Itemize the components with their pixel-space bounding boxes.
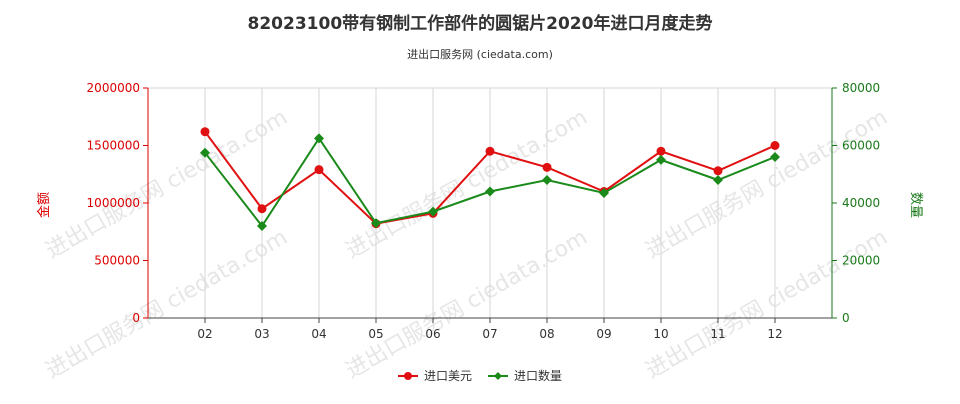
data-point-diamond: [713, 175, 723, 185]
data-point-diamond: [428, 206, 438, 217]
data-point-circle: [485, 146, 495, 156]
y-right-tick-label: 40000: [842, 196, 880, 210]
x-tick-label: 10: [653, 327, 668, 341]
y-right-tick-label: 80000: [842, 81, 880, 95]
legend-marker-circle: [404, 372, 412, 380]
y-right-tick-label: 0: [842, 311, 850, 325]
legend-label: 进口数量: [514, 368, 562, 383]
x-tick-label: 11: [710, 327, 725, 341]
legend: 进口美元 进口数量: [398, 368, 562, 383]
legend-marker-diamond: [494, 372, 502, 380]
data-point-diamond: [485, 186, 495, 197]
y-left-tick-label: 500000: [94, 254, 140, 268]
data-point-circle: [314, 165, 324, 175]
x-tick-label: 08: [539, 327, 554, 341]
data-point-diamond: [257, 221, 267, 231]
y-left-tick-label: 1500000: [87, 139, 140, 153]
legend-label: 进口美元: [424, 369, 472, 383]
series-layer: [200, 127, 780, 231]
watermark-layer: 进出口服务网 ciedata.com 进出口服务网 ciedata.com 进出口服…: [42, 105, 892, 384]
x-tick-label: 12: [767, 327, 782, 341]
grid-layer: [148, 87, 832, 318]
data-point-diamond: [371, 218, 381, 229]
y-left-tick-label: 1000000: [87, 196, 140, 210]
x-tick-label: 04: [311, 327, 326, 341]
data-point-diamond: [770, 152, 780, 162]
data-point-diamond: [542, 175, 552, 185]
y-left-axis-label: 金额: [36, 192, 52, 218]
y-right-axis-label: 数量: [908, 192, 923, 218]
y-right-tick-label: 60000: [842, 139, 880, 153]
x-tick-label: 03: [254, 327, 269, 341]
x-tick-label: 02: [197, 327, 212, 341]
axis-layer: 0 500000 1000000 1500000 2000000 0 20000 40000 6…: [87, 81, 881, 341]
y-right-tick-label: 20000: [842, 254, 880, 268]
x-tick-label: 09: [596, 327, 611, 341]
data-point-circle: [200, 127, 210, 137]
chart-title: 82023100带有钢制工作部件的圆锯片2020年进口月度走势: [248, 13, 713, 34]
data-point-circle: [770, 141, 780, 150]
data-point-circle: [713, 166, 723, 176]
x-tick-label: 06: [425, 327, 440, 341]
data-point-circle: [656, 146, 666, 156]
y-left-tick-label: 2000000: [87, 81, 140, 95]
data-point-diamond: [656, 154, 666, 165]
x-tick-label: 05: [368, 327, 383, 341]
data-point-circle: [542, 162, 552, 172]
data-point-circle: [257, 204, 267, 214]
data-point-diamond: [314, 133, 324, 144]
y-left-tick-label: 0: [132, 311, 140, 325]
chart-subtitle: 进出口服务网 (ciedata.com): [407, 47, 553, 61]
data-point-diamond: [200, 147, 210, 158]
x-tick-label: 07: [482, 327, 497, 341]
data-point-diamond: [599, 187, 609, 198]
